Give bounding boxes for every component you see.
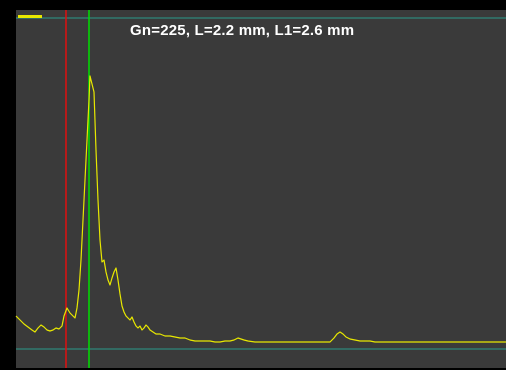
status-bar-icon xyxy=(18,15,42,18)
signal-trace xyxy=(15,75,506,343)
measurement-readout: Gn=225, L=2.2 mm, L1=2.6 mm xyxy=(130,22,355,39)
